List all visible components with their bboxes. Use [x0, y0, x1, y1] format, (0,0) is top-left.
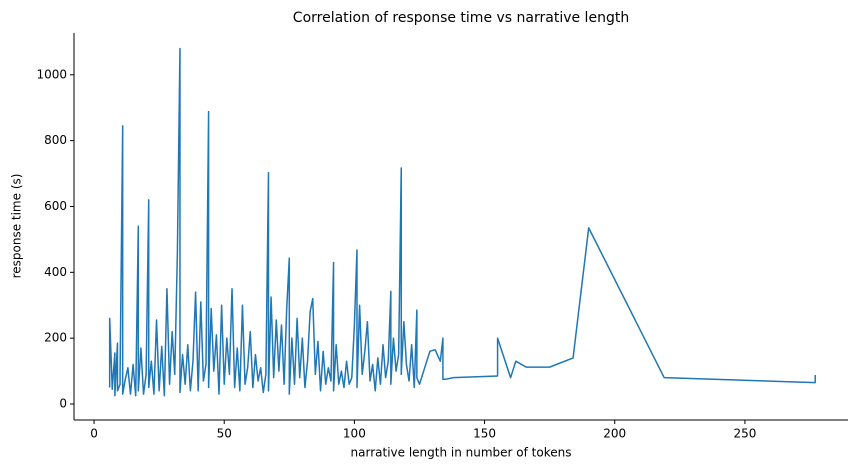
x-tick-label: 200: [603, 427, 626, 441]
x-axis-label: narrative length in number of tokens: [351, 446, 572, 460]
y-axis-label: response time (s): [10, 174, 24, 279]
y-tick-label: 0: [59, 397, 67, 411]
x-tick-label: 150: [473, 427, 496, 441]
y-tick-label: 400: [44, 265, 67, 279]
y-tick-label: 600: [44, 199, 67, 213]
data-line: [108, 47, 816, 397]
y-tick-label: 1000: [36, 67, 67, 81]
x-tick-label: 0: [90, 427, 98, 441]
y-tick-label: 200: [44, 331, 67, 345]
x-tick-label: 100: [343, 427, 366, 441]
y-tick-label: 800: [44, 133, 67, 147]
x-tick-label: 250: [733, 427, 756, 441]
chart-title: Correlation of response time vs narrativ…: [293, 10, 629, 26]
x-tick-label: 50: [217, 427, 232, 441]
